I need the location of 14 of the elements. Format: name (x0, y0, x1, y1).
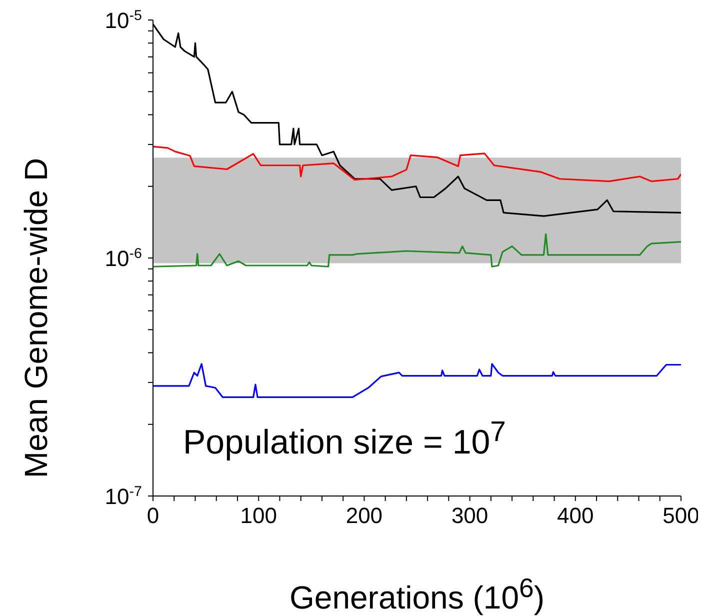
y-tick-label: 10$^{-5}$ (104, 8, 142, 33)
x-tick-label: 400 (557, 503, 594, 528)
line-series (153, 146, 681, 182)
annotation: Population size = 10$^{7}$ (183, 416, 506, 462)
line-series (153, 363, 681, 398)
x-tick-label: 100 (240, 503, 277, 528)
x-tick-label: 0 (146, 503, 160, 528)
y-tick-label: 10$^{-7}$ (104, 484, 142, 509)
x-axis-title: Generations (10$^{6}$) (288, 573, 546, 616)
x-tick-label: 200 (346, 503, 383, 528)
x-tick-label: 300 (451, 503, 488, 528)
y-tick-label: 10$^{-6}$ (104, 246, 142, 271)
y-axis-title: Mean Genome-wide D (17, 156, 55, 480)
line-series (153, 233, 681, 268)
